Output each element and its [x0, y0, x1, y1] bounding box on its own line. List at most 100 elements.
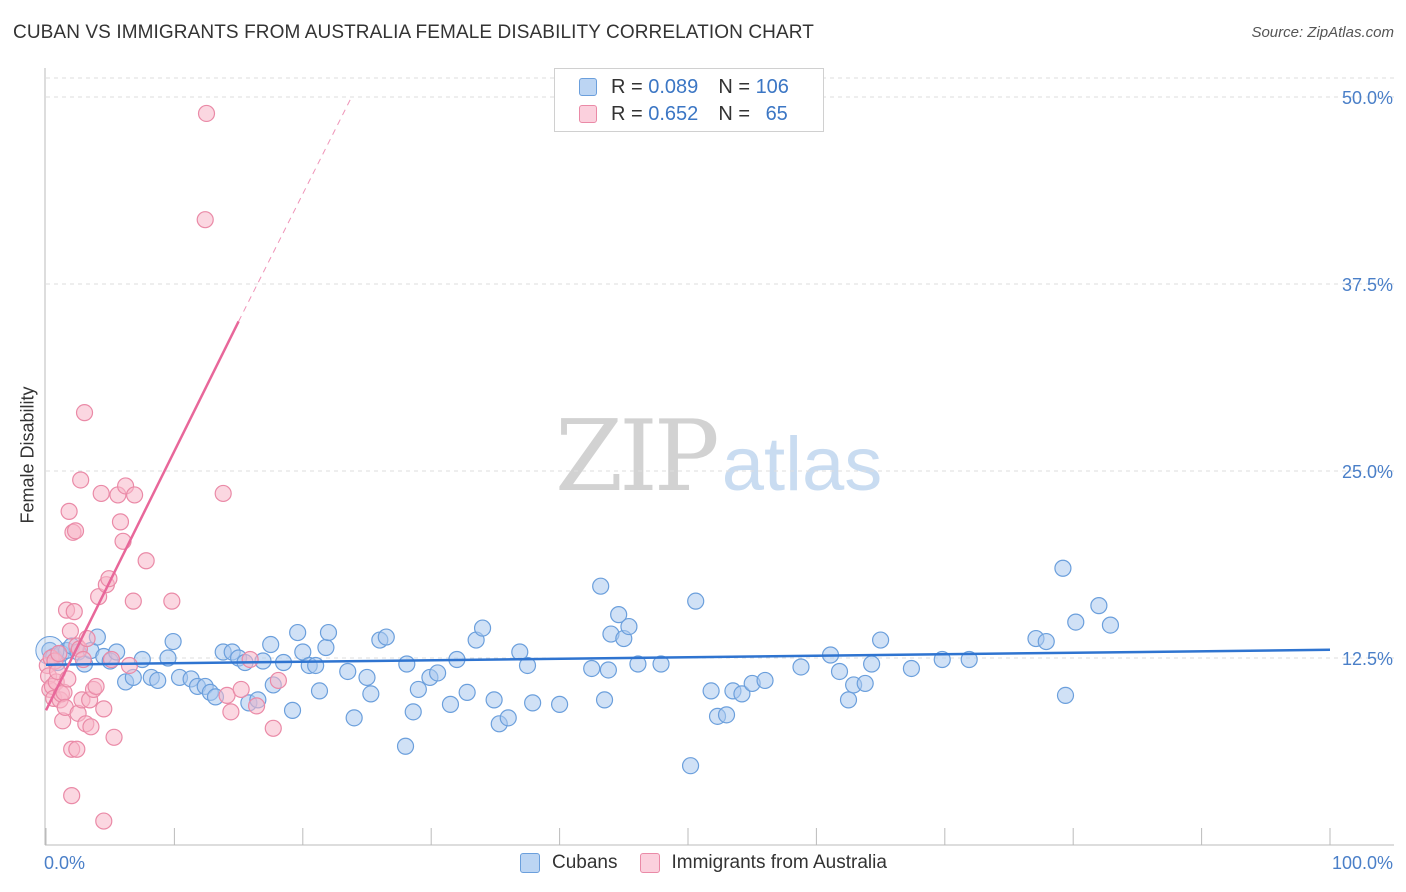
immigrants-point: [95, 700, 113, 718]
cubans-point: [362, 685, 380, 703]
legend-n-value: 65: [765, 102, 788, 125]
immigrants-point: [163, 592, 181, 610]
cubans-point: [583, 659, 601, 678]
cubans-point: [159, 649, 177, 667]
legend-n-label: N =: [718, 102, 750, 125]
legend-r-label: R =: [611, 75, 643, 98]
axes: [44, 68, 1394, 846]
cubans-point: [792, 658, 810, 676]
immigrants-point: [61, 622, 79, 640]
legend-swatch-blue: [520, 853, 540, 873]
cubans-point: [595, 691, 614, 709]
legend-swatch-blue: [579, 78, 597, 96]
immigrants-point: [87, 677, 105, 696]
cubans-point: [960, 650, 978, 669]
y-tick-labels: 12.5% 25.0% 37.5% 50.0%: [1342, 88, 1393, 669]
cubans-point: [599, 661, 617, 679]
cubans-point: [1056, 686, 1075, 705]
legend-row-immigrants: R = 0.652 N = 65: [579, 101, 788, 127]
immigrants-point: [50, 644, 68, 663]
legend-swatch-pink: [579, 105, 597, 123]
immigrants-point: [66, 522, 85, 540]
cubans-point: [733, 685, 751, 703]
x-tick-label-max: 100.0%: [1331, 853, 1393, 873]
cubans-point: [1090, 597, 1108, 615]
immigrants-point: [63, 787, 81, 805]
x-tick-label-min: 0.0%: [44, 853, 86, 873]
immigrants-point: [197, 104, 216, 123]
cubans-point: [839, 691, 858, 709]
immigrants-point: [247, 697, 266, 715]
immigrants-point: [196, 211, 214, 229]
cubans-point: [358, 668, 376, 687]
immigrants-point: [232, 680, 250, 699]
zipatlas-watermark: ZIPatlas: [555, 400, 882, 514]
legend-r-label: R =: [611, 102, 643, 125]
immigrants-point: [137, 552, 155, 570]
cubans-point: [756, 671, 774, 690]
cubans-point: [317, 638, 335, 657]
immigrants-point: [269, 671, 288, 690]
immigrants-point: [75, 404, 94, 422]
immigrants-point: [214, 484, 232, 503]
cubans-point: [289, 623, 307, 642]
cubans-point: [441, 695, 460, 713]
cubans-point: [339, 662, 357, 681]
cubans-point: [856, 674, 874, 693]
legend-r-value: 0.652: [648, 102, 699, 125]
cubans-point: [1054, 559, 1072, 577]
y-tick-label: 50.0%: [1342, 88, 1393, 108]
y-tick-label: 25.0%: [1342, 462, 1393, 482]
cubans-point: [620, 617, 638, 636]
cubans-point: [485, 691, 503, 709]
cubans-point: [1067, 613, 1085, 631]
cubans-point: [1037, 632, 1055, 651]
immigrants-point: [222, 703, 240, 721]
cubans-point: [550, 695, 569, 713]
legend-label-immigrants: Immigrants from Australia: [671, 852, 887, 873]
cubans-point: [164, 632, 182, 651]
cubans-point: [629, 655, 647, 673]
immigrants-point: [65, 603, 83, 621]
cubans-point: [652, 655, 670, 673]
series-cubans: [35, 559, 1120, 775]
immigrants-point: [241, 650, 259, 669]
cubans-point: [702, 682, 720, 700]
immigrants-point: [120, 656, 139, 675]
cubans-point: [830, 662, 849, 681]
cubans-point: [592, 577, 610, 595]
series-immigrants-australia: [38, 104, 288, 830]
cubans-point: [377, 628, 395, 646]
cubans-point: [283, 701, 302, 719]
legend-item-cubans: Cubans: [520, 852, 618, 874]
cubans-point: [871, 631, 890, 649]
cubans-point: [902, 659, 921, 678]
legend-r-value: 0.089: [648, 75, 699, 98]
source-label: Source: ZipAtlas.com: [1251, 24, 1394, 41]
immigrants-point: [111, 513, 130, 531]
immigrants-trend-line: [44, 320, 240, 711]
cubans-point: [717, 706, 736, 724]
cubans-point: [499, 709, 517, 727]
legend-row-cubans: R = 0.089 N = 106: [579, 74, 789, 100]
legend-n-label: N =: [718, 75, 750, 98]
legend-label-cubans: Cubans: [552, 852, 618, 873]
watermark-zip-text: ZIP: [555, 400, 720, 514]
cubans-point: [319, 623, 338, 642]
grid-lines: [46, 77, 1394, 659]
trend-lines: [44, 96, 1331, 711]
y-axis-label: Female Disability: [17, 386, 38, 524]
cubans-point: [262, 635, 280, 654]
cubans-point: [524, 694, 542, 712]
cubans-point: [473, 619, 492, 637]
cubans-point: [345, 709, 363, 727]
cubans-point: [149, 671, 167, 690]
cubans-point: [307, 656, 325, 675]
cubans-point: [458, 683, 476, 702]
immigrants-point: [105, 728, 123, 746]
cubans-point: [687, 592, 705, 610]
immigrants-point: [72, 471, 90, 489]
cubans-point: [863, 655, 881, 673]
immigrants-point: [92, 484, 110, 503]
immigrants-point: [264, 719, 282, 737]
